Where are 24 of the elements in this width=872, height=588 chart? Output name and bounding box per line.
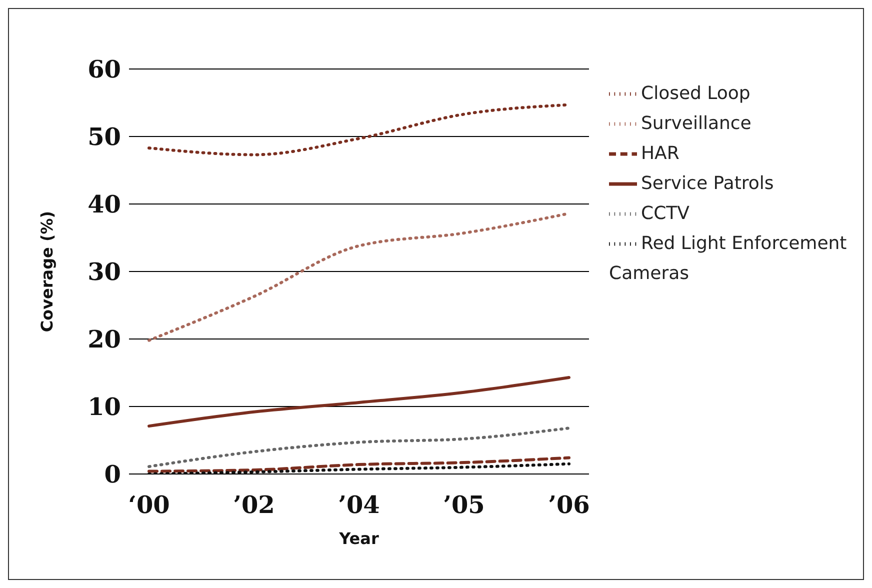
line-series: [148, 456, 570, 473]
legend-label: Red Light Enforcement Cameras: [609, 233, 847, 284]
y-tick-label: 20: [88, 324, 121, 354]
y-tick-label: 50: [88, 122, 121, 152]
x-tick-label: ’04: [338, 490, 380, 520]
y-tick-label: 10: [88, 392, 121, 422]
y-tick-label: 0: [104, 460, 121, 489]
legend-label: HAR: [641, 143, 680, 164]
legend-label: Surveillance: [641, 113, 752, 134]
line-series: [148, 376, 570, 428]
x-axis-title: Year: [338, 529, 379, 548]
y-tick-label: 30: [88, 257, 121, 286]
y-tick-label: 60: [88, 54, 121, 84]
x-tick-label: ’06: [548, 490, 590, 520]
x-tick-label: ’05: [443, 490, 485, 520]
legend-label: Service Patrols: [641, 173, 774, 194]
y-tick-label: 40: [88, 190, 121, 219]
legend-label: Closed Loop: [641, 83, 750, 104]
line-series: [148, 462, 570, 474]
x-tick-label: ‘00: [128, 490, 170, 520]
legend-label: CCTV: [641, 203, 690, 224]
line-series: [148, 426, 570, 468]
y-axis-title: Coverage (%): [38, 210, 57, 332]
x-tick-label: ’02: [233, 490, 275, 520]
